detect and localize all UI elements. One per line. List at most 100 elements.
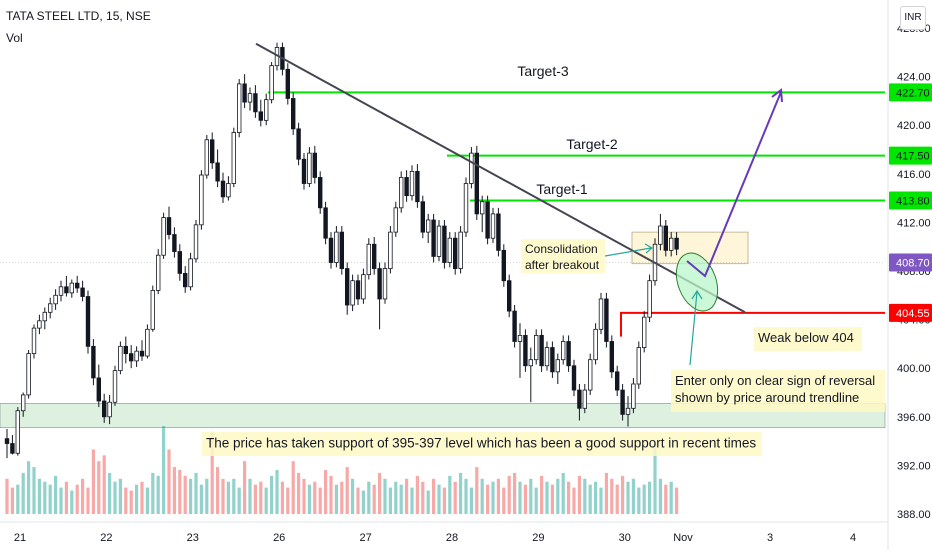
volume-bar (378, 472, 382, 514)
weak-note-bg (754, 327, 862, 351)
entry-zone-ellipse (675, 252, 719, 312)
candle-body (598, 298, 604, 330)
volume-bar (324, 470, 328, 514)
volume-bar (486, 484, 490, 514)
volume-indicator-label[interactable]: Vol (6, 31, 23, 45)
candle-body (409, 170, 415, 197)
candle-body (323, 207, 328, 239)
support-note: The price has taken support of 395-397 l… (206, 436, 756, 451)
candle-body (123, 345, 128, 355)
volume-bar (221, 478, 225, 514)
volume-bar (604, 472, 608, 514)
volume-bar (399, 484, 403, 514)
symbol-title[interactable]: TATA STEEL LTD, 15, NSE (6, 9, 151, 23)
candle-body (15, 410, 20, 454)
price-badge-target-1-bg (889, 191, 932, 210)
volume-bar (637, 487, 641, 514)
candle-body (258, 111, 263, 121)
volume-bar (658, 478, 662, 514)
volume-bar (383, 478, 387, 514)
candle-body (285, 68, 290, 99)
volume-bar (491, 481, 495, 514)
volume-bar (297, 472, 301, 514)
candle-body (496, 213, 501, 251)
price-tick-label: 396.00 (897, 412, 931, 424)
price-badge-target-3-bg (889, 83, 932, 102)
candle-body (355, 280, 361, 300)
volume-bar (669, 481, 673, 514)
volume-bar (496, 478, 500, 514)
candle-body (642, 316, 647, 348)
price-badge-target-1: 413.80 (896, 196, 930, 208)
candle-body (231, 132, 236, 184)
candle-body (663, 225, 668, 251)
candle-body (269, 65, 274, 101)
volume-bar (540, 475, 544, 514)
volume-bar (75, 484, 79, 514)
candle-body (166, 217, 172, 235)
candle-body (474, 152, 479, 215)
volume-bar (594, 481, 598, 514)
candle-body (425, 219, 431, 233)
candle-body (371, 243, 377, 269)
volume-bar (286, 487, 290, 514)
volume-bar (577, 475, 581, 514)
candle-body (566, 341, 571, 367)
volume-bar (475, 467, 479, 514)
candle-body (350, 280, 355, 306)
candle-body (539, 334, 544, 367)
target-label-target-3: Target-3 (517, 63, 569, 79)
volume-bar (167, 449, 171, 514)
candle-body (571, 365, 577, 391)
volume-bar (432, 478, 436, 514)
volume-bar (32, 467, 36, 514)
consolidation-note: after breakout (525, 258, 600, 272)
candle-body (64, 286, 69, 294)
candle-body (128, 353, 134, 362)
volume-bar (448, 475, 452, 514)
time-tick-label: 21 (14, 532, 26, 544)
currency-button[interactable]: INR (900, 6, 926, 30)
candle-body (544, 347, 550, 367)
volume-bar (129, 490, 133, 514)
price-badge-target-2: 417.50 (896, 151, 930, 163)
candle-body (388, 231, 393, 269)
candle-body (415, 170, 420, 203)
volume-bar (113, 481, 117, 514)
candle-body (604, 298, 609, 342)
price-tick-label: 416.00 (897, 169, 931, 181)
projection-path (686, 91, 782, 278)
candle-body (312, 152, 317, 178)
volume-bar (459, 472, 463, 514)
candle-body (463, 183, 469, 233)
volume-bar (124, 487, 128, 514)
candle-body (398, 177, 404, 209)
volume-bar (513, 472, 517, 514)
candle-body (442, 225, 447, 263)
volume-bar (183, 475, 187, 514)
candle-body (366, 243, 371, 276)
volume-bar (16, 484, 20, 514)
volume-bar (210, 431, 214, 514)
price-tick-label: 400.00 (897, 363, 931, 375)
candle-body (420, 201, 425, 233)
volume-bar (178, 470, 182, 514)
volume-bar (5, 478, 9, 514)
last-price-badge: 408.70 (896, 257, 930, 269)
candle-body (620, 389, 625, 415)
entry-note-bg (671, 370, 885, 412)
volume-bar (405, 478, 409, 514)
candle-body (555, 359, 560, 373)
candle-body (561, 341, 566, 361)
volume-bar (631, 478, 635, 514)
time-tick-label: 22 (100, 532, 112, 544)
volume-bar (415, 475, 419, 514)
volume-bar (351, 478, 355, 514)
volume-bar (91, 449, 95, 514)
volume-bar (70, 490, 74, 514)
volume-bar (653, 443, 657, 514)
volume-bar (232, 478, 236, 514)
target-label-target-2: Target-2 (566, 136, 618, 152)
volume-bar (135, 484, 139, 514)
